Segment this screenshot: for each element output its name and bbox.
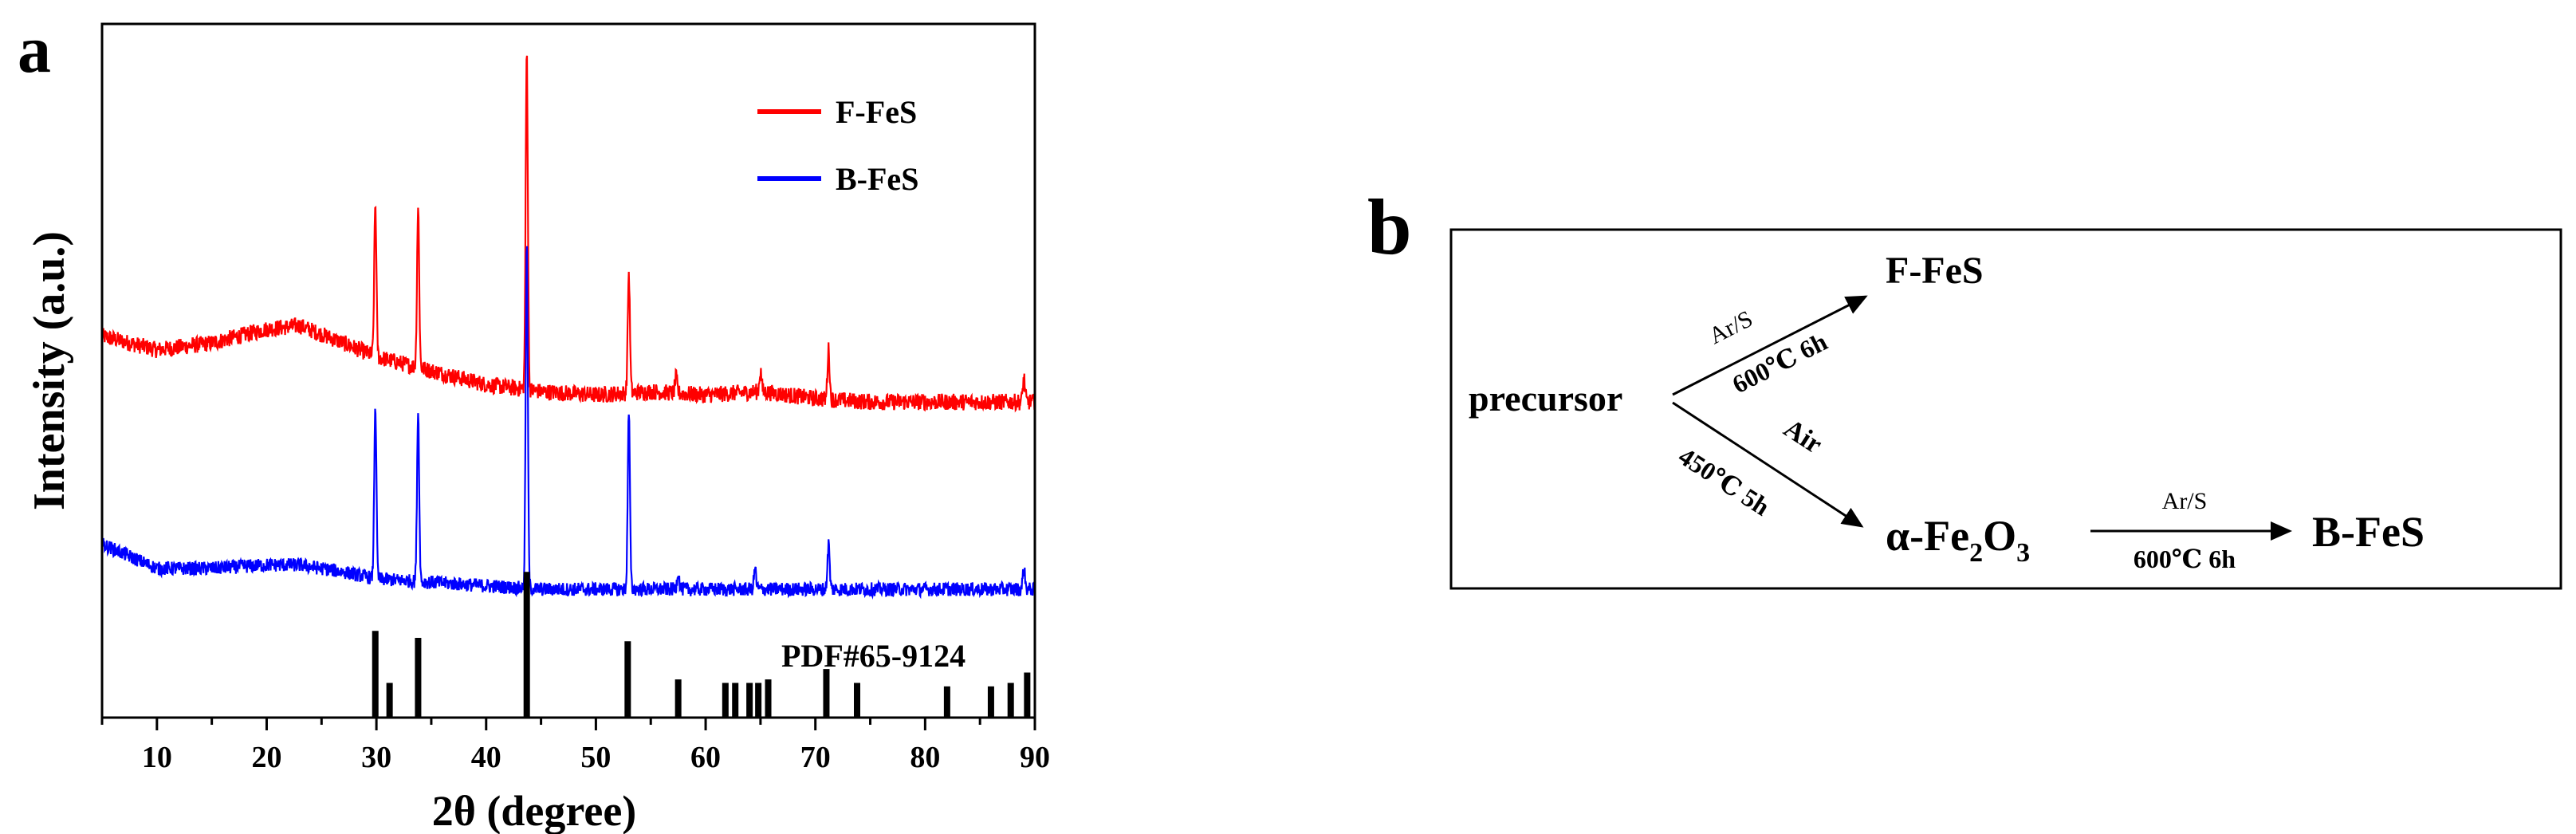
series-line-b-fes <box>100 246 1036 600</box>
edge-right-atmosphere: Ar/S <box>2162 488 2208 514</box>
x-tick-label: 40 <box>471 741 501 774</box>
x-tick-label: 60 <box>690 741 721 774</box>
x-tick-label: 30 <box>361 741 391 774</box>
x-tick-label: 20 <box>251 741 281 774</box>
panel-a-label: a <box>18 13 51 87</box>
plot-marks <box>100 55 1036 718</box>
legend-label-b-fes: B-FeS <box>836 161 918 197</box>
panel-a-xrd-chart: a 10 20 30 40 50 60 70 80 90 2θ (degree) Intensi… <box>18 13 1050 834</box>
x-tick-label: 90 <box>1020 741 1050 774</box>
node-f-fes: F-FeS <box>1886 250 1984 292</box>
x-tick-label: 70 <box>800 741 831 774</box>
edge-right-condition: 600℃ 6h <box>2134 545 2236 573</box>
x-axis: 10 20 30 40 50 60 70 80 90 <box>100 718 1050 774</box>
legend-label-f-fes: F-FeS <box>836 94 917 130</box>
reference-pattern-label: PDF#65-9124 <box>781 638 966 674</box>
node-precursor: precursor <box>1469 378 1622 419</box>
x-axis-label: 2θ (degree) <box>432 787 637 834</box>
panel-b-label: b <box>1367 183 1412 271</box>
legend: F-FeS B-FeS <box>757 94 918 197</box>
node-b-fes: B-FeS <box>2312 508 2425 556</box>
arrow-to-fe2o3 <box>1672 401 1864 528</box>
plot-frame <box>100 22 1036 719</box>
x-tick-label: 50 <box>580 741 611 774</box>
arrow-to-f-fes <box>1672 295 1868 396</box>
y-axis-label: Intensity (a.u.) <box>25 231 74 510</box>
series-line-f-fes <box>100 55 1036 413</box>
node-alpha-fe2o3: α-Fe2O3 <box>1886 512 2030 568</box>
scheme-frame <box>1449 228 2562 590</box>
x-tick-label: 10 <box>142 741 172 774</box>
x-tick-label: 80 <box>910 741 940 774</box>
